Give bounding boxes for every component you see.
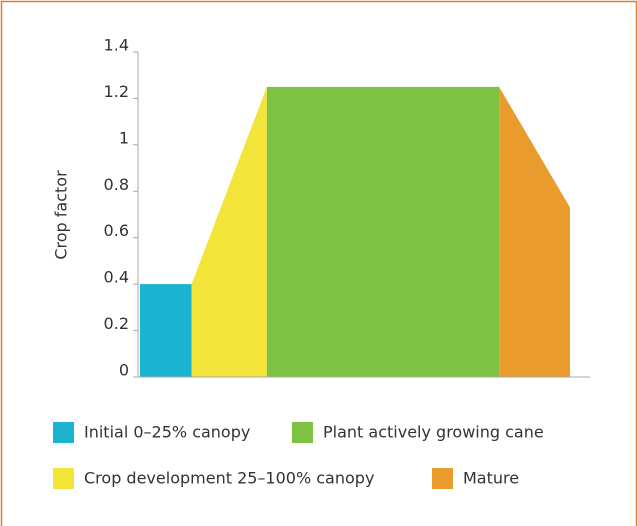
legend-label: Plant actively growing cane [323, 423, 544, 442]
y-tick-label: 0.6 [104, 221, 129, 240]
area [266, 86, 500, 378]
area [499, 86, 570, 378]
y-tick-label: 1.4 [104, 36, 129, 55]
y-tick-label: 0.4 [104, 268, 129, 287]
legend-label: Crop development 25–100% canopy [84, 469, 374, 488]
legend-swatch [292, 422, 313, 443]
legend-label: Initial 0–25% canopy [84, 423, 250, 442]
legend-label: Mature [463, 469, 519, 488]
legend-swatch [432, 468, 453, 489]
y-tick-label: 1 [119, 128, 129, 147]
y-tick-label: 1.2 [104, 82, 129, 101]
y-axis-label: Crop factor [52, 170, 71, 260]
legend-swatch [53, 422, 74, 443]
area [140, 284, 192, 377]
legend-swatch [53, 468, 74, 489]
y-tick-label: 0.8 [104, 175, 129, 194]
area [191, 86, 267, 378]
y-tick-label: 0 [119, 361, 129, 380]
y-tick-label: 0.2 [104, 314, 129, 333]
